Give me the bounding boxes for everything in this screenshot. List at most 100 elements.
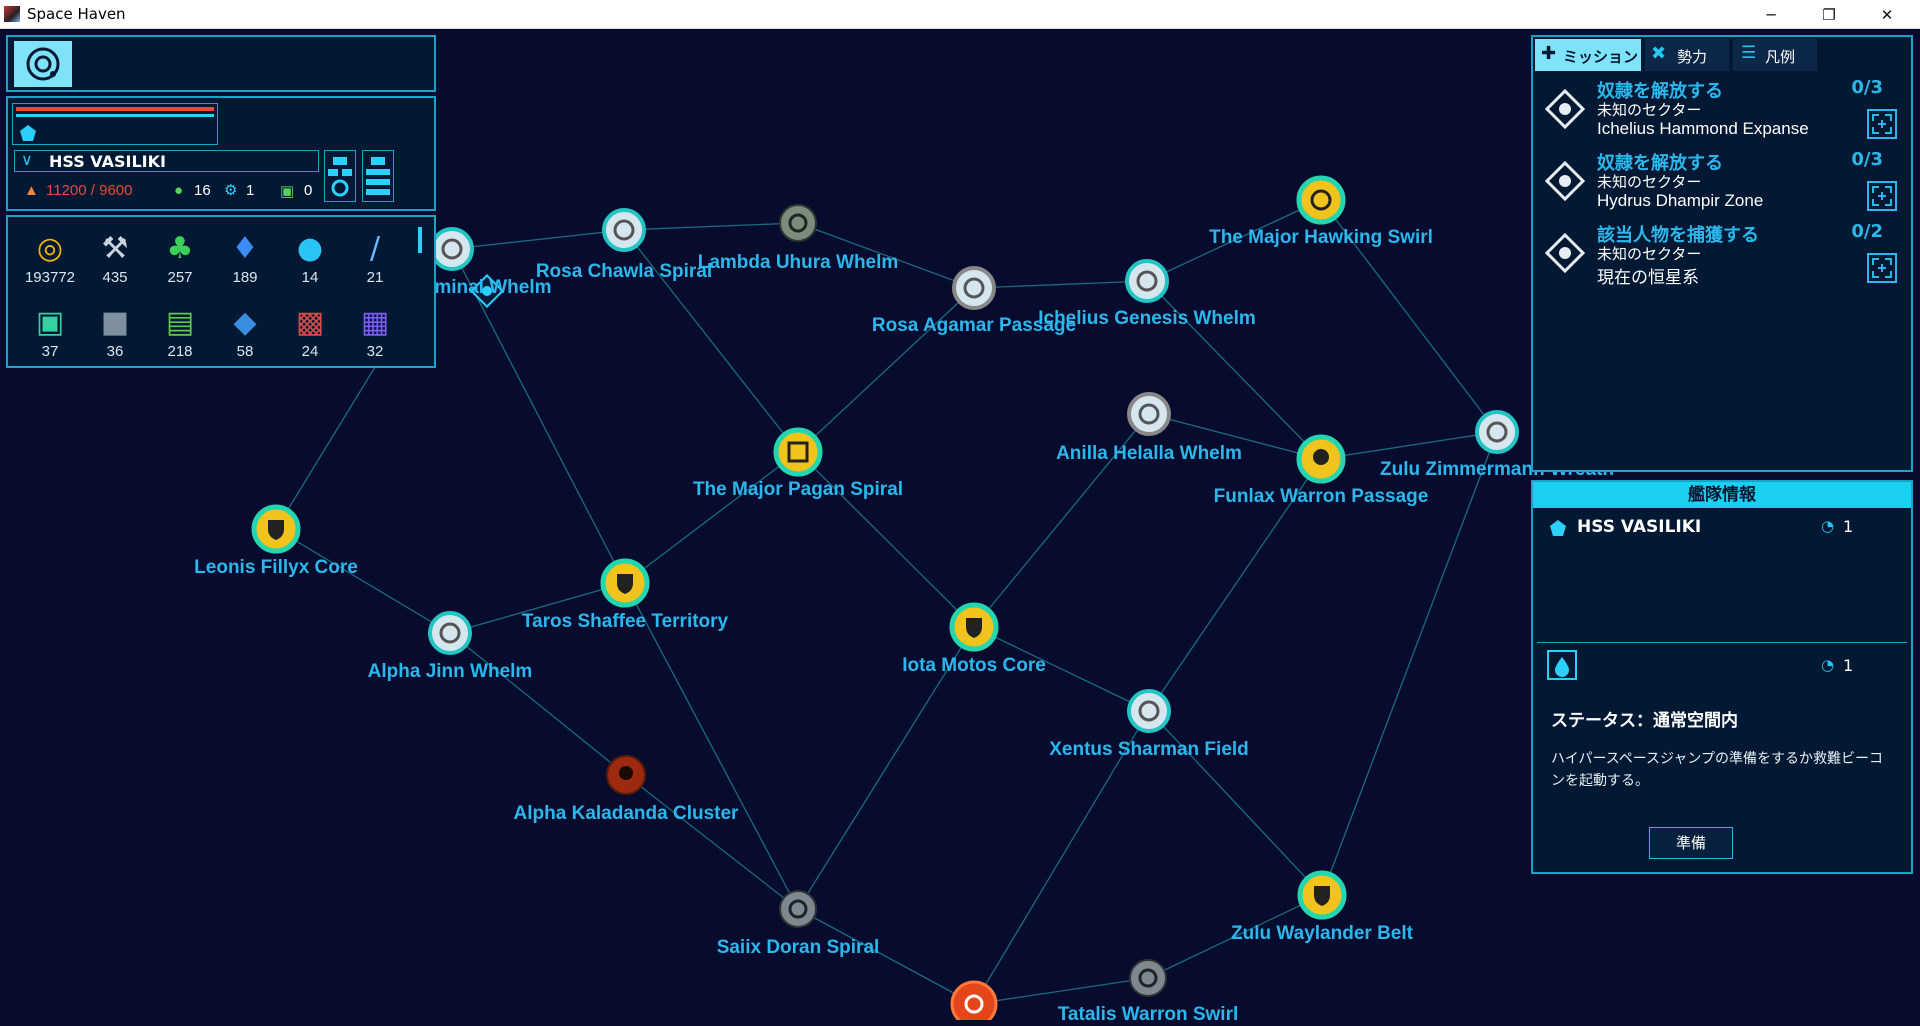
resource-value: 193772 <box>24 269 76 286</box>
resource-item[interactable]: ⚒ 435 <box>87 231 143 286</box>
close-button[interactable]: ✕ <box>1880 5 1894 24</box>
ship-selector[interactable]: ∨ HSS VASILIKI <box>14 150 319 172</box>
resources-scrollbar[interactable] <box>418 227 422 253</box>
node-label-iota-motos-core: Iota Motos Core <box>902 655 1046 676</box>
map-node-funlax-warron-passage[interactable] <box>1296 434 1346 484</box>
tab-factions-label: 勢力 <box>1677 48 1708 66</box>
map-node-alpha-kaladanda-cluster[interactable] <box>606 755 646 795</box>
ship-name: HSS VASILIKI <box>49 152 166 171</box>
mission-sector: 未知のセクター <box>1597 174 1702 191</box>
target-locate-button[interactable] <box>1867 253 1897 283</box>
mission-progress: 0/3 <box>1851 77 1883 98</box>
resource-item[interactable]: ♦ 189 <box>217 231 273 286</box>
map-node-alpha-jinn-whelm[interactable] <box>428 611 472 655</box>
map-node-xentus-sharman-field[interactable] <box>1127 689 1171 733</box>
mission-title: 奴隷を解放する <box>1597 153 1723 174</box>
resource-item[interactable]: ▩ 24 <box>282 305 338 360</box>
mission-sector: 未知のセクター <box>1597 102 1702 119</box>
map-node-lambda-uhura-whelm[interactable] <box>779 204 817 242</box>
resources-panel: ◎ 193772 ⚒ 435 ♣ 257 ♦ 189 ● 14 / 21 ▣ 37 ■ 36 ▤ 218 ◆ 58 ▩ 2… <box>6 215 436 368</box>
resource-value: 435 <box>102 269 128 286</box>
mission-type-icon <box>1544 160 1586 202</box>
gear-icon: ⚙ <box>224 182 238 199</box>
ship-layout-button[interactable] <box>362 150 394 202</box>
layout-icon <box>366 157 390 195</box>
status-label: ステータス： <box>1551 711 1653 731</box>
resource-item[interactable]: ◆ 58 <box>217 305 273 360</box>
map-node-the-major-pagan-spiral[interactable] <box>773 427 823 477</box>
map-node-the-major-hawking-swirl[interactable] <box>1296 175 1346 225</box>
resource-item[interactable]: ▣ 37 <box>22 305 78 360</box>
resource-item[interactable]: ▤ 218 <box>152 305 208 360</box>
node-label-the-major-hawking-swirl: The Major Hawking Swirl <box>1209 227 1433 248</box>
map-node-tatalis-warron-swirl[interactable] <box>1129 959 1167 997</box>
resource-item[interactable]: ■ 36 <box>87 305 143 360</box>
node-label-the-major-pagan-spiral: The Major Pagan Spiral <box>692 479 904 500</box>
window-title: Space Haven <box>27 5 126 23</box>
beacon-button[interactable] <box>1547 650 1577 680</box>
metal-block-icon: ■ <box>100 305 130 340</box>
resource-value: 32 <box>366 343 384 360</box>
galaxy-view-button[interactable] <box>14 41 72 87</box>
resource-item[interactable]: / 21 <box>347 231 403 286</box>
restore-button[interactable]: ❐ <box>1822 5 1836 24</box>
mission-location: 現在の恒星系 <box>1597 268 1699 287</box>
map-node-zulu-zimmermann-wreath[interactable] <box>1475 410 1519 454</box>
map-node-minal-whelm[interactable] <box>430 227 474 271</box>
resource-item[interactable]: ♣ 257 <box>152 231 208 286</box>
mission-progress: 0/3 <box>1851 149 1883 170</box>
jump-icon: ◔ <box>1821 517 1835 535</box>
tab-missions[interactable]: ✚ ミッション <box>1535 39 1641 71</box>
star-map[interactable]: ...minal Whelm Rosa Chawla Spiral Lambda… <box>0 29 1920 1025</box>
mission-item[interactable]: 奴隷を解放する 未知のセクター Hydrus Dhampir Zone 0/3 <box>1535 147 1913 215</box>
map-node-hostile-orange[interactable] <box>950 980 998 1020</box>
chip-icon: ▣ <box>280 183 295 200</box>
map-node-rosa-chawla-spiral[interactable] <box>602 208 646 252</box>
map-node-iota-motos-core[interactable] <box>949 602 999 652</box>
galaxy-icon <box>26 47 60 81</box>
resource-value: 189 <box>232 269 258 286</box>
mission-type-icon <box>1544 88 1586 130</box>
app-icon <box>4 6 20 22</box>
resource-value: 257 <box>167 269 193 286</box>
map-node-anilla-helalla-whelm[interactable] <box>1127 392 1171 436</box>
node-label-funlax-warron-passage: Funlax Warron Passage <box>1213 486 1429 507</box>
tab-missions-label: ミッション <box>1563 48 1639 66</box>
tab-factions[interactable]: ✖ 勢力 <box>1645 39 1729 71</box>
map-node-ichelius-genesis-whelm[interactable] <box>1125 259 1169 303</box>
map-node-leonis-fillyx-core[interactable] <box>251 504 301 554</box>
map-node-zulu-waylander-belt[interactable] <box>1297 870 1347 920</box>
map-node-saiix-doran-spiral[interactable] <box>779 890 817 928</box>
fleet-ship-row[interactable]: HSS VASILIKI ◔ 1 <box>1533 512 1911 542</box>
player-ship-marker[interactable] <box>470 274 504 308</box>
target-locate-button[interactable] <box>1867 109 1897 139</box>
tab-legend[interactable]: ☰ 凡例 <box>1733 39 1817 71</box>
mission-crosshair-icon: ✚ <box>1541 43 1557 64</box>
mission-location: Ichelius Hammond Expanse <box>1597 119 1809 138</box>
ship-config-button[interactable] <box>324 150 356 202</box>
gear-value: 1 <box>246 182 255 199</box>
node-label-alpha-kaladanda-cluster: Alpha Kaladanda Cluster <box>513 803 739 824</box>
minimize-button[interactable]: ─ <box>1766 5 1776 24</box>
crew-value: 16 <box>194 182 211 199</box>
mission-item[interactable]: 該当人物を捕獲する 未知のセクター 現在の恒星系 0/2 <box>1535 219 1913 287</box>
map-node-rosa-agamar-passage[interactable] <box>952 266 996 310</box>
resource-item[interactable]: ▦ 32 <box>347 305 403 360</box>
resource-item[interactable]: ◎ 193772 <box>22 231 78 286</box>
resource-value: 14 <box>301 269 319 286</box>
cargo-icon: ▲ <box>24 182 39 199</box>
node-label-xentus-sharman-field: Xentus Sharman Field <box>1049 739 1249 760</box>
blue-cube-icon: ◆ <box>233 305 257 340</box>
fleet-ship-name: HSS VASILIKI <box>1577 517 1702 537</box>
sector-map-header <box>6 35 436 92</box>
map-node-taros-shaffee-territory[interactable] <box>600 558 650 608</box>
title-bar: Space Haven ─ ❐ ✕ <box>0 0 1920 29</box>
mission-item[interactable]: 奴隷を解放する 未知のセクター Ichelius Hammond Expanse 0/… <box>1535 75 1913 143</box>
resource-value: 58 <box>236 343 254 360</box>
unit-count: 1 <box>1843 656 1854 675</box>
resource-item[interactable]: ● 14 <box>282 231 338 286</box>
target-locate-button[interactable] <box>1867 181 1897 211</box>
prepare-button[interactable]: 準備 <box>1649 827 1733 859</box>
legend-list-icon: ☰ <box>1741 43 1757 63</box>
node-label-alpha-jinn-whelm: Alpha Jinn Whelm <box>367 661 533 682</box>
